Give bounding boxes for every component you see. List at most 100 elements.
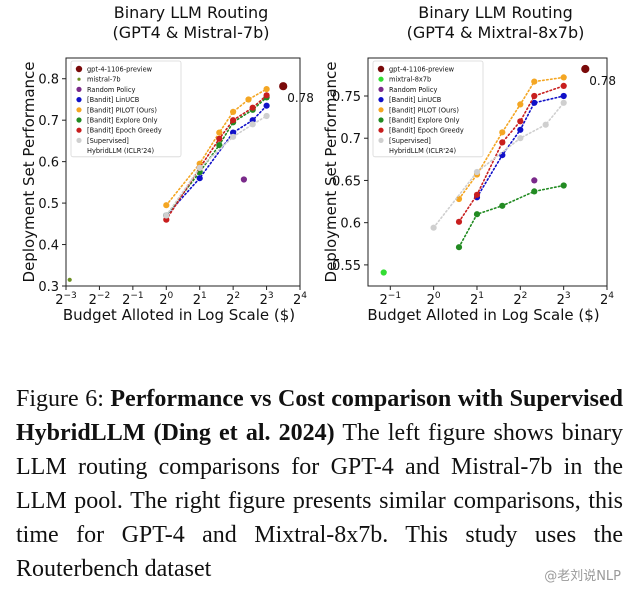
chart2-legend-label-gpt-4-1106-preview: gpt-4-1106-preview [389,66,455,74]
caption-bold-title: Performance vs Cost comparison with Supe… [16,386,623,446]
chart1-legend-label-bandit-explore-only: [Bandit] Explore Only [87,117,158,125]
chart2-legend-marker-mixtral-8x7b [378,76,384,82]
chart2-series-bandit-epoch-greedy-line [458,85,565,223]
chart1-legend-label-hybridllm-iclr-24: HybridLLM (ICLR'24) [87,147,154,155]
chart2-legend-marker-bandit-epoch-greedy [378,127,384,133]
chart2-x-tick-label: 2−1 [380,291,402,308]
chart2-x-tick-label: 21 [470,291,484,308]
chart2-series-bandit-linucb-line [476,95,565,199]
chart1-series-bandit-epoch-greedy-point [216,135,223,142]
chart2-series-bandit-explore-only-point [499,202,506,209]
right-chart-svg: Binary LLM Routing(GPT4 & Mixtral-8x7b) 0… [322,3,616,324]
chart2-legend-label-supervised: [Supervised] [389,137,431,145]
caption-body: The left figure shows binary LLM routing… [16,420,623,582]
chart1-series-bandit-linucb-line [165,104,268,217]
chart2-legend-label-bandit-epoch-greedy: [Bandit] Epoch Greedy [389,127,464,135]
chart2-legend-marker-bandit-pilot-ours [378,107,384,113]
chart1-series-bandit-pilot-ours-point [216,129,223,136]
chart1-y-tick-label: 0.7 [38,114,59,129]
chart1-legend-marker-gpt-4-1106-preview [75,65,83,73]
chart1-legend-marker-random-policy [76,86,82,92]
chart1-y-tick-label: 0.5 [38,197,59,212]
chart1-series-bandit-pilot-ours-point [245,96,252,103]
chart1-legend-label-bandit-pilot-ours: [Bandit] PILOT (Ours) [87,106,157,114]
chart2-x-tick-label: 24 [600,291,614,308]
chart1-x-tick-label: 2−3 [55,291,77,308]
chart2-series-bandit-epoch-greedy-point [473,191,481,198]
chart2-series-bandit-pilot-ours-point [517,101,524,108]
chart2-legend-marker-bandit-explore-only [378,117,384,123]
chart2-x-axis-label: Budget Alloted in Log Scale ($) [367,306,599,324]
chart2-series-supervised-hybridllm-iclr-24-point [560,99,567,106]
chart1-series-gpt-4-1106-preview-point [279,82,288,91]
chart1-series-bandit-pilot-ours-point [263,86,270,93]
chart2-legend-box [372,60,484,158]
chart2-series-bandit-pilot-ours-point [531,78,538,85]
chart1-legend-marker-bandit-pilot-ours [76,107,82,113]
chart2-annotation-label: 0.78 [589,74,616,88]
chart2-legend-label-mixtral-8x7b: mixtral-8x7b [389,76,431,84]
chart1-y-tick-label: 0.3 [38,280,59,295]
chart1-series-bandit-epoch-greedy-point [249,104,256,111]
chart2-series-bandit-linucb-point [517,126,524,133]
chart1-legend-label-random-policy: Random Policy [87,86,135,94]
right-chart: Binary LLM Routing (GPT4 & Mixtral-8x7b) 0… [320,0,639,340]
chart2-legend-marker-gpt-4-1106-preview [377,65,385,73]
chart1-legend-marker-bandit-epoch-greedy [76,127,82,133]
chart2-legend-marker-random-policy [378,86,384,92]
chart1-series-supervised-hybridllm-iclr-24-point [249,121,256,128]
chart2-legend-marker-supervised [378,137,384,143]
chart1-series-supervised-hybridllm-iclr-24-point [230,133,237,140]
chart1-plot-frame [65,57,301,287]
chart1-series-bandit-pilot-ours-point [163,202,170,209]
chart1-series-supervised-hybridllm-iclr-24-point [196,164,203,171]
chart2-y-tick-label: 0.75 [332,90,361,105]
chart2-series-bandit-explore-only-point [455,244,463,251]
chart2-series-supervised-hybridllm-iclr-24-point [473,168,481,176]
caption-label: Figure 6: [16,386,104,412]
figure-caption: Figure 6: Performance vs Cost comparison… [16,382,623,586]
chart1-series-bandit-epoch-greedy-point [230,117,237,124]
chart1-legend-marker-bandit-explore-only [76,117,82,123]
chart2-legend-label-hybridllm-iclr-24: HybridLLM (ICLR'24) [389,147,456,155]
chart1-legend-marker-mistral-7b [77,77,81,81]
chart1-legend-label-bandit-epoch-greedy: [Bandit] Epoch Greedy [87,127,162,135]
chart2-series-gpt-4-1106-preview-point [581,64,590,74]
chart2-y-tick-label: 0.6 [340,217,361,232]
chart2-title-line: (GPT4 & Mixtral-8x7b) [407,23,585,42]
chart2-series-bandit-pilot-ours-point [560,74,567,81]
chart1-x-tick-label: 22 [226,291,240,308]
chart1-legend-label-mistral-7b: mistral-7b [87,76,121,84]
chart2-x-tick-label: 22 [513,291,527,308]
chart2-x-tick-label: 23 [557,291,571,308]
chart1-x-tick-label: 2−1 [122,291,144,308]
chart1-series-bandit-linucb-point [196,175,203,182]
left-chart: Binary LLM Routing (GPT4 & Mistral-7b) 0.3… [0,0,320,340]
chart2-series-bandit-explore-only-point [560,182,567,189]
chart1-x-axis-label: Budget Alloted in Log Scale ($) [63,306,295,324]
chart2-series-supervised-hybridllm-iclr-24-point [517,135,524,142]
chart2-series-supervised-hybridllm-iclr-24-point [542,121,549,128]
chart1-series-bandit-explore-only-point [216,142,223,149]
chart1-series-bandit-pilot-ours-point [230,108,237,115]
chart1-annotation-label: 0.78 [287,91,314,105]
chart1-x-tick-label: 23 [260,291,274,308]
chart1-legend-marker-bandit-linucb [76,97,82,103]
chart2-series-bandit-pilot-ours-point [455,195,463,203]
chart1-legend-label-supervised: [Supervised] [87,137,129,145]
chart2-legend-marker-bandit-linucb [378,97,384,103]
chart1-series-bandit-linucb-point [263,102,270,109]
chart2-x-tick-label: 20 [427,291,441,308]
chart2-series-random-policy-point [531,177,538,184]
chart2-legend-label-bandit-explore-only: [Bandit] Explore Only [389,117,460,125]
chart1-y-axis-label: Deployment Set Performance [20,62,38,283]
chart1-series-supervised-hybridllm-iclr-24-point [263,112,270,120]
chart1-y-tick-label: 0.4 [38,239,59,254]
chart1-title-line: (GPT4 & Mistral-7b) [113,23,270,42]
chart2-series-bandit-explore-only-point [473,211,481,218]
chart1-x-tick-label: 24 [293,291,307,308]
chart1-series-bandit-epoch-greedy-point [263,92,270,99]
chart1-title-line: Binary LLM Routing [114,3,269,22]
chart1-series-bandit-pilot-ours-line [165,88,268,206]
chart2-legend-label-random-policy: Random Policy [389,86,437,94]
